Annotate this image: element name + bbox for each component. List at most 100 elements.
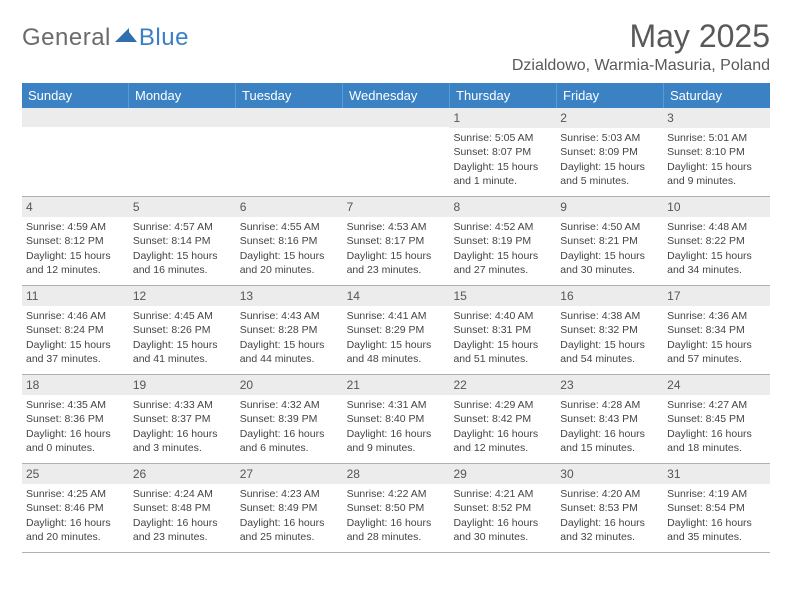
day-number: 31 <box>663 464 770 484</box>
daylight-text: and 51 minutes. <box>453 352 552 366</box>
daylight-text: and 23 minutes. <box>133 530 232 544</box>
day-number: 2 <box>556 108 663 128</box>
sunset-text: Sunset: 8:32 PM <box>560 323 659 337</box>
daylight-text: and 20 minutes. <box>240 263 339 277</box>
header: General Blue May 2025 Dzialdowo, Warmia-… <box>22 18 770 75</box>
daylight-text: Daylight: 15 hours <box>667 338 766 352</box>
sunset-text: Sunset: 8:36 PM <box>26 412 125 426</box>
location: Dzialdowo, Warmia-Masuria, Poland <box>512 57 770 75</box>
day-number: 9 <box>556 197 663 217</box>
day-cell <box>236 108 343 196</box>
day-number: 25 <box>22 464 129 484</box>
day-number: 30 <box>556 464 663 484</box>
sunrise-text: Sunrise: 5:03 AM <box>560 131 659 145</box>
daylight-text: and 41 minutes. <box>133 352 232 366</box>
logo-word2: Blue <box>139 24 189 52</box>
day-cell <box>343 108 450 196</box>
daylight-text: and 9 minutes. <box>347 441 446 455</box>
sunset-text: Sunset: 8:29 PM <box>347 323 446 337</box>
sunrise-text: Sunrise: 4:50 AM <box>560 220 659 234</box>
sunset-text: Sunset: 8:49 PM <box>240 501 339 515</box>
weekday-header: Sunday <box>22 83 129 108</box>
day-cell: 9Sunrise: 4:50 AMSunset: 8:21 PMDaylight… <box>556 197 663 285</box>
week-row: 11Sunrise: 4:46 AMSunset: 8:24 PMDayligh… <box>22 286 770 375</box>
sunset-text: Sunset: 8:48 PM <box>133 501 232 515</box>
day-number: 12 <box>129 286 236 306</box>
sunset-text: Sunset: 8:31 PM <box>453 323 552 337</box>
sunset-text: Sunset: 8:07 PM <box>453 145 552 159</box>
day-number: 22 <box>449 375 556 395</box>
sunrise-text: Sunrise: 4:43 AM <box>240 309 339 323</box>
daylight-text: Daylight: 15 hours <box>240 249 339 263</box>
sunrise-text: Sunrise: 4:32 AM <box>240 398 339 412</box>
daylight-text: and 12 minutes. <box>453 441 552 455</box>
sunrise-text: Sunrise: 5:05 AM <box>453 131 552 145</box>
sunrise-text: Sunrise: 4:20 AM <box>560 487 659 501</box>
daylight-text: and 16 minutes. <box>133 263 232 277</box>
sunrise-text: Sunrise: 4:24 AM <box>133 487 232 501</box>
daylight-text: and 37 minutes. <box>26 352 125 366</box>
day-number: 17 <box>663 286 770 306</box>
day-number: 15 <box>449 286 556 306</box>
sunset-text: Sunset: 8:10 PM <box>667 145 766 159</box>
day-cell <box>129 108 236 196</box>
sunset-text: Sunset: 8:46 PM <box>26 501 125 515</box>
sunset-text: Sunset: 8:54 PM <box>667 501 766 515</box>
daylight-text: Daylight: 15 hours <box>667 249 766 263</box>
day-cell: 20Sunrise: 4:32 AMSunset: 8:39 PMDayligh… <box>236 375 343 463</box>
sunrise-text: Sunrise: 4:27 AM <box>667 398 766 412</box>
day-cell: 5Sunrise: 4:57 AMSunset: 8:14 PMDaylight… <box>129 197 236 285</box>
day-cell: 17Sunrise: 4:36 AMSunset: 8:34 PMDayligh… <box>663 286 770 374</box>
daylight-text: and 48 minutes. <box>347 352 446 366</box>
day-cell: 16Sunrise: 4:38 AMSunset: 8:32 PMDayligh… <box>556 286 663 374</box>
day-number-empty <box>236 108 343 127</box>
day-number: 28 <box>343 464 450 484</box>
sunset-text: Sunset: 8:37 PM <box>133 412 232 426</box>
day-number-empty <box>22 108 129 127</box>
day-number: 8 <box>449 197 556 217</box>
day-cell: 15Sunrise: 4:40 AMSunset: 8:31 PMDayligh… <box>449 286 556 374</box>
daylight-text: and 18 minutes. <box>667 441 766 455</box>
logo: General Blue <box>22 24 189 52</box>
day-cell: 13Sunrise: 4:43 AMSunset: 8:28 PMDayligh… <box>236 286 343 374</box>
daylight-text: and 27 minutes. <box>453 263 552 277</box>
day-cell: 27Sunrise: 4:23 AMSunset: 8:49 PMDayligh… <box>236 464 343 552</box>
sunset-text: Sunset: 8:43 PM <box>560 412 659 426</box>
weekday-header: Monday <box>129 83 236 108</box>
day-cell: 18Sunrise: 4:35 AMSunset: 8:36 PMDayligh… <box>22 375 129 463</box>
sunrise-text: Sunrise: 4:53 AM <box>347 220 446 234</box>
day-cell: 24Sunrise: 4:27 AMSunset: 8:45 PMDayligh… <box>663 375 770 463</box>
day-number: 13 <box>236 286 343 306</box>
day-number: 10 <box>663 197 770 217</box>
daylight-text: and 28 minutes. <box>347 530 446 544</box>
sunset-text: Sunset: 8:53 PM <box>560 501 659 515</box>
sunset-text: Sunset: 8:39 PM <box>240 412 339 426</box>
sunset-text: Sunset: 8:24 PM <box>26 323 125 337</box>
sunrise-text: Sunrise: 4:41 AM <box>347 309 446 323</box>
day-cell: 30Sunrise: 4:20 AMSunset: 8:53 PMDayligh… <box>556 464 663 552</box>
daylight-text: Daylight: 15 hours <box>133 249 232 263</box>
daylight-text: and 44 minutes. <box>240 352 339 366</box>
day-number: 19 <box>129 375 236 395</box>
day-number: 1 <box>449 108 556 128</box>
sunrise-text: Sunrise: 4:57 AM <box>133 220 232 234</box>
daylight-text: and 30 minutes. <box>453 530 552 544</box>
day-cell: 2Sunrise: 5:03 AMSunset: 8:09 PMDaylight… <box>556 108 663 196</box>
sunset-text: Sunset: 8:22 PM <box>667 234 766 248</box>
daylight-text: Daylight: 15 hours <box>26 249 125 263</box>
day-cell: 26Sunrise: 4:24 AMSunset: 8:48 PMDayligh… <box>129 464 236 552</box>
weekday-header: Friday <box>557 83 664 108</box>
daylight-text: Daylight: 16 hours <box>26 516 125 530</box>
day-number: 11 <box>22 286 129 306</box>
sunset-text: Sunset: 8:26 PM <box>133 323 232 337</box>
day-number: 23 <box>556 375 663 395</box>
day-cell: 25Sunrise: 4:25 AMSunset: 8:46 PMDayligh… <box>22 464 129 552</box>
daylight-text: Daylight: 16 hours <box>560 427 659 441</box>
daylight-text: Daylight: 15 hours <box>453 249 552 263</box>
weekday-header-row: Sunday Monday Tuesday Wednesday Thursday… <box>22 83 770 108</box>
daylight-text: and 12 minutes. <box>26 263 125 277</box>
sunrise-text: Sunrise: 4:35 AM <box>26 398 125 412</box>
daylight-text: and 34 minutes. <box>667 263 766 277</box>
day-number: 3 <box>663 108 770 128</box>
day-cell: 31Sunrise: 4:19 AMSunset: 8:54 PMDayligh… <box>663 464 770 552</box>
